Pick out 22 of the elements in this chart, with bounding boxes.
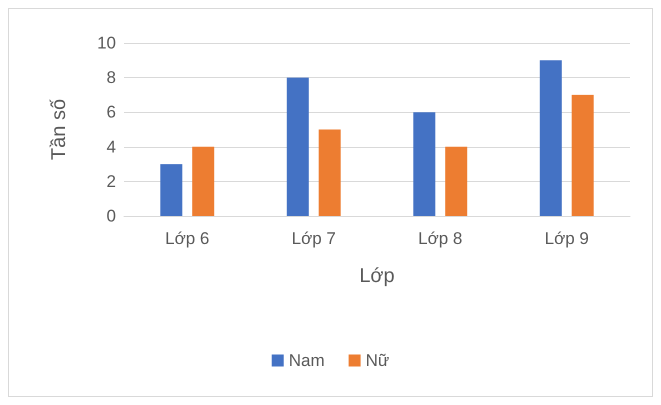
bar [540, 60, 562, 216]
bar [318, 130, 341, 216]
y-axis-title: Tần số [48, 98, 70, 160]
bar [445, 146, 468, 216]
bar [286, 78, 309, 216]
y-tick-label: 0 [106, 206, 116, 226]
x-tick-label: Lớp 7 [292, 229, 336, 248]
legend-label: Nữ [366, 351, 390, 370]
legend-label: Nam [288, 351, 325, 370]
y-tick-label: 2 [106, 172, 116, 191]
bar [413, 112, 436, 216]
y-tick-label: 8 [106, 68, 116, 88]
bar [192, 146, 214, 216]
bar [160, 164, 182, 216]
y-tick-label: 4 [106, 137, 116, 156]
x-tick-label: Lớp 8 [418, 229, 462, 248]
bar [572, 94, 594, 216]
y-tick-label: 6 [106, 102, 116, 122]
x-axis-title: Lớp [359, 265, 395, 287]
x-tick-label: Lớp 9 [544, 229, 589, 248]
y-tick-label: 10 [97, 34, 116, 52]
x-tick-label: Lớp 6 [165, 229, 210, 248]
